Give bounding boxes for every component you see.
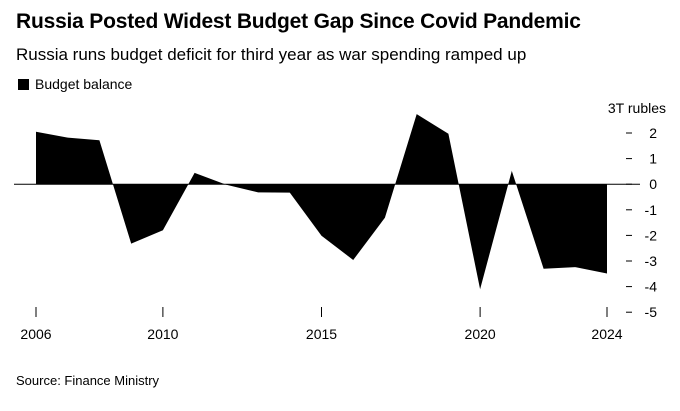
y-tick-label: 1 (649, 151, 657, 167)
y-tick-label: 2 (649, 125, 657, 141)
y-axis-unit-label: 3T rubles (608, 100, 666, 116)
y-tick-label: -5 (645, 304, 658, 320)
area-layer (35, 114, 608, 290)
y-tick-label: 0 (649, 176, 657, 192)
x-tick-label: 2020 (465, 326, 496, 342)
legend-label: Budget balance (35, 76, 133, 92)
legend: Budget balance (18, 76, 132, 92)
x-tick-label: 2015 (306, 326, 337, 342)
x-tick-label: 2006 (20, 326, 51, 342)
y-tick-label: -4 (645, 279, 658, 295)
source-note: Source: Finance Ministry (16, 373, 160, 388)
legend-swatch (18, 78, 29, 90)
chart-title: Russia Posted Widest Budget Gap Since Co… (16, 10, 581, 33)
x-tick-label: 2024 (591, 326, 622, 342)
y-tick-label: -2 (645, 227, 658, 243)
x-tick-label: 2010 (147, 326, 178, 342)
y-tick-label: -1 (645, 202, 658, 218)
axis-layer: 2 1 0 -1 -2 -3 -4 -5 2006 2010 2015 2020 2024 (14, 125, 657, 342)
budget-balance-area (36, 114, 607, 290)
chart-subtitle: Russia runs budget deficit for third yea… (16, 45, 527, 64)
y-tick-label: -3 (645, 253, 658, 269)
